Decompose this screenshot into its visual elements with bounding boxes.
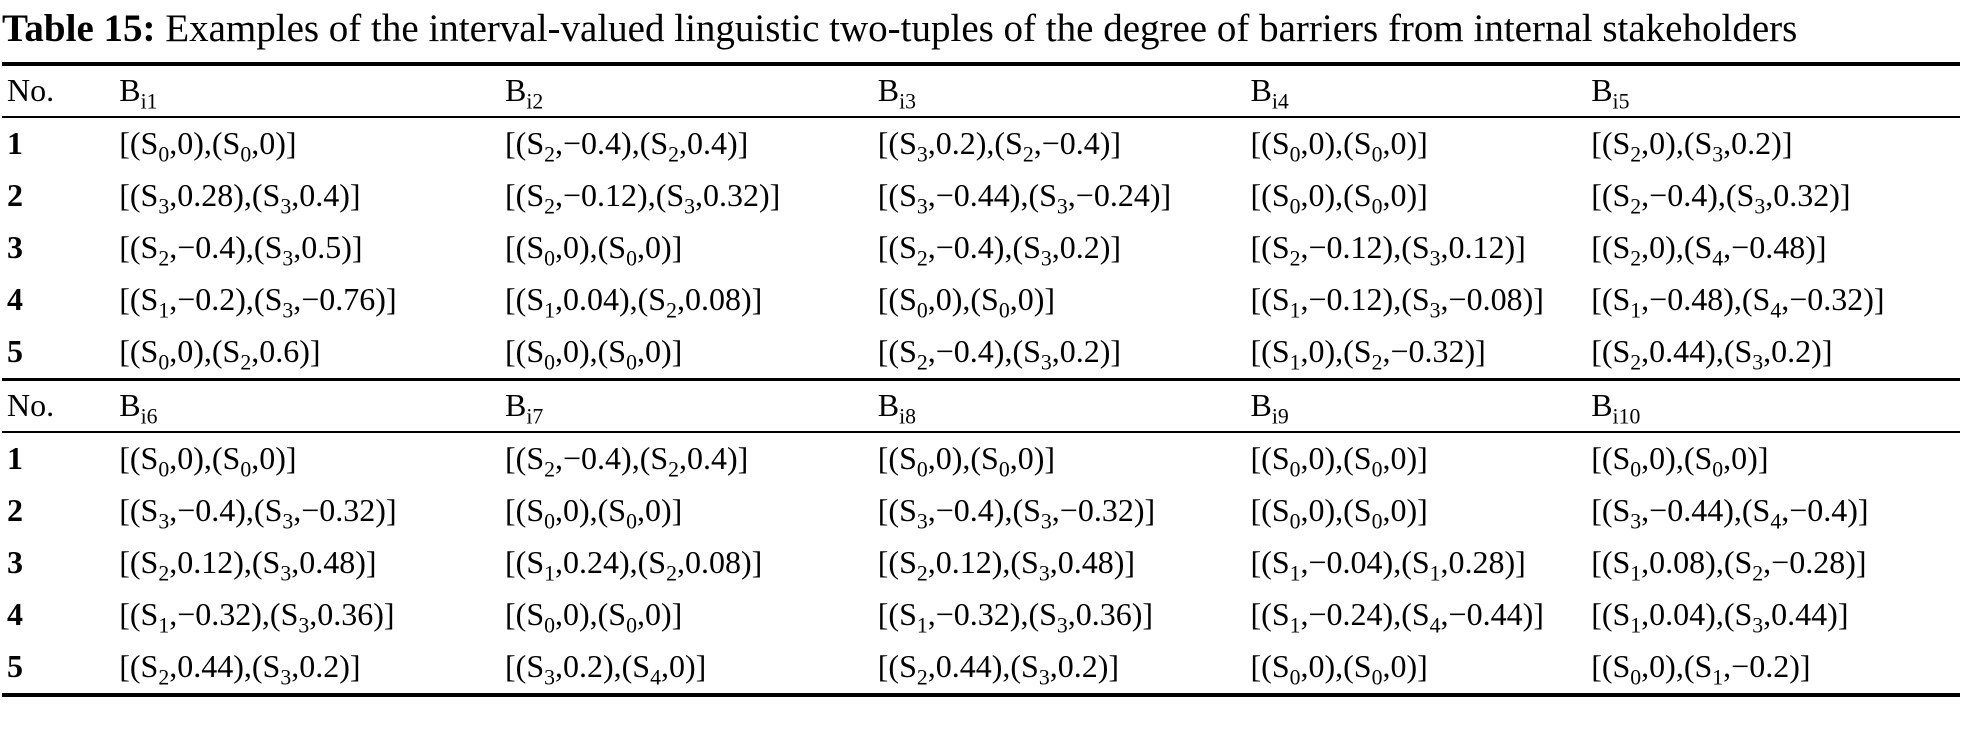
interval-two-tuple-cell: [(S0,0),(S0,0)]	[505, 229, 683, 271]
interval-two-tuple-cell: [(S2,0.12),(S3,0.48)]	[877, 544, 1136, 586]
interval-two-tuple-cell: [(S2,−0.12),(S3,0.12)]	[1250, 229, 1526, 271]
interval-two-tuple-cell: [(S2,−0.4),(S2,0.4)]	[505, 440, 749, 482]
header-row: No. Bi1 Bi2 Bi3 Bi4 Bi5	[2, 63, 1960, 118]
interval-two-tuple-cell: [(S0,0),(S0,0)]	[1591, 440, 1769, 482]
interval-two-tuple-cell: [(S2,0.44),(S3,0.2)]	[119, 648, 361, 690]
table-container: No. Bi1 Bi2 Bi3 Bi4 Bi5 1 [(S0,0),(S0,0)] [(S2,−…	[0, 61, 1962, 697]
table-number: Table 15:	[2, 7, 156, 50]
interval-two-tuple-cell: [(S3,0.28),(S3,0.4)]	[119, 177, 361, 219]
interval-two-tuple-cell: [(S3,0.2),(S2,−0.4)]	[877, 125, 1122, 167]
interval-two-tuple-cell: [(S2,0.12),(S3,0.48)]	[119, 544, 377, 586]
col-header: Bi1	[114, 63, 500, 118]
interval-two-tuple-cell: [(S2,−0.4),(S3,0.32)]	[1591, 177, 1851, 219]
interval-two-tuple-cell: [(S0,0),(S1,−0.2)]	[1591, 648, 1811, 690]
interval-two-tuple-cell: [(S1,0),(S2,−0.32)]	[1250, 333, 1486, 375]
row-number: 2	[7, 177, 23, 214]
interval-two-tuple-cell: [(S1,−0.32),(S3,0.36)]	[119, 596, 395, 638]
interval-two-tuple-cell: [(S2,−0.12),(S3,0.32)]	[505, 177, 781, 219]
interval-two-tuple-cell: [(S2,0),(S4,−0.48)]	[1591, 229, 1827, 271]
col-header: Bi8	[872, 379, 1246, 433]
interval-two-tuple-cell: [(S2,0.44),(S3,0.2)]	[877, 648, 1120, 690]
col-header: Bi3	[872, 63, 1246, 118]
col-header: Bi5	[1586, 63, 1960, 118]
interval-two-tuple-cell: [(S2,0),(S3,0.2)]	[1591, 125, 1793, 167]
interval-two-tuple-cell: [(S1,0.08),(S2,−0.28)]	[1591, 544, 1867, 586]
interval-two-tuple-cell: [(S1,−0.24),(S4,−0.44)]	[1250, 596, 1544, 638]
interval-two-tuple-cell: [(S2,−0.4),(S3,0.2)]	[877, 333, 1122, 375]
interval-two-tuple-cell: [(S0,0),(S0,0)]	[505, 596, 683, 638]
row-number: 3	[7, 229, 23, 266]
data-table-section-2: No. Bi6 Bi7 Bi8 Bi9 Bi10 1 [(S0,0),(S0,0)] [(S2,…	[2, 377, 1960, 697]
interval-two-tuple-cell: [(S1,−0.04),(S1,0.28)]	[1250, 544, 1526, 586]
row-number: 3	[7, 544, 23, 581]
interval-two-tuple-cell: [(S0,0),(S0,0)]	[505, 333, 683, 375]
table-row: 1 [(S0,0),(S0,0)] [(S2,−0.4),(S2,0.4)] [(S0…	[2, 432, 1960, 485]
caption-text: Examples of the interval-valued linguist…	[155, 7, 1798, 50]
col-header-no: No.	[2, 63, 115, 118]
interval-two-tuple-cell: [(S1,−0.48),(S4,−0.32)]	[1591, 281, 1885, 323]
interval-two-tuple-cell: [(S0,0),(S0,0)]	[1250, 492, 1428, 534]
interval-two-tuple-cell: [(S3,−0.44),(S3,−0.24)]	[877, 177, 1172, 219]
interval-two-tuple-cell: [(S1,−0.32),(S3,0.36)]	[877, 596, 1154, 638]
interval-two-tuple-cell: [(S3,−0.44),(S4,−0.4)]	[1591, 492, 1869, 534]
table-row: 4 [(S1,−0.2),(S3,−0.76)] [(S1,0.04),(S2,0.…	[2, 274, 1960, 326]
col-header-no: No.	[2, 379, 115, 433]
interval-two-tuple-cell: [(S0,0),(S2,0.6)]	[119, 333, 321, 375]
table-row: 3 [(S2,0.12),(S3,0.48)] [(S1,0.24),(S2,0.0…	[2, 537, 1960, 589]
row-number: 5	[7, 648, 23, 685]
interval-two-tuple-cell: [(S2,−0.4),(S3,0.2)]	[877, 229, 1122, 271]
table-row: 2 [(S3,0.28),(S3,0.4)] [(S2,−0.12),(S3,0.3…	[2, 170, 1960, 222]
interval-two-tuple-cell: [(S3,−0.4),(S3,−0.32)]	[119, 492, 397, 534]
col-header: Bi2	[500, 63, 873, 118]
col-header: Bi7	[500, 379, 873, 433]
row-number: 5	[7, 333, 23, 370]
row-number: 1	[7, 440, 23, 477]
interval-two-tuple-cell: [(S2,−0.4),(S2,0.4)]	[505, 125, 749, 167]
interval-two-tuple-cell: [(S0,0),(S0,0)]	[1250, 177, 1428, 219]
table-row: 1 [(S0,0),(S0,0)] [(S2,−0.4),(S2,0.4)] [(S3…	[2, 117, 1960, 170]
interval-two-tuple-cell: [(S1,−0.12),(S3,−0.08)]	[1250, 281, 1544, 323]
interval-two-tuple-cell: [(S0,0),(S0,0)]	[119, 125, 297, 167]
interval-two-tuple-cell: [(S2,0.44),(S3,0.2)]	[1591, 333, 1833, 375]
interval-two-tuple-cell: [(S0,0),(S0,0)]	[877, 281, 1056, 323]
interval-two-tuple-cell: [(S0,0),(S0,0)]	[505, 492, 683, 534]
interval-two-tuple-cell: [(S0,0),(S0,0)]	[119, 440, 297, 482]
interval-two-tuple-cell: [(S0,0),(S0,0)]	[1250, 125, 1428, 167]
row-number: 4	[7, 596, 23, 633]
interval-two-tuple-cell: [(S1,−0.2),(S3,−0.76)]	[119, 281, 397, 323]
interval-two-tuple-cell: [(S2,−0.4),(S3,0.5)]	[119, 229, 363, 271]
row-number: 1	[7, 125, 23, 162]
data-table-section-1: No. Bi1 Bi2 Bi3 Bi4 Bi5 1 [(S0,0),(S0,0)] [(S2,−…	[2, 61, 1960, 378]
table-caption: Table 15: Examples of the interval-value…	[0, 0, 1962, 54]
interval-two-tuple-cell: [(S0,0),(S0,0)]	[1250, 648, 1428, 690]
interval-two-tuple-cell: [(S1,0.24),(S2,0.08)]	[505, 544, 763, 586]
interval-two-tuple-cell: [(S1,0.04),(S3,0.44)]	[1591, 596, 1849, 638]
interval-two-tuple-cell: [(S0,0),(S0,0)]	[877, 440, 1056, 482]
col-header: Bi6	[114, 379, 500, 433]
interval-two-tuple-cell: [(S3,−0.4),(S3,−0.32)]	[877, 492, 1156, 534]
table-row: 2 [(S3,−0.4),(S3,−0.32)] [(S0,0),(S0,0)] [(…	[2, 485, 1960, 537]
interval-two-tuple-cell: [(S0,0),(S0,0)]	[1250, 440, 1428, 482]
table-row: 5 [(S2,0.44),(S3,0.2)] [(S3,0.2),(S4,0)] [(…	[2, 641, 1960, 695]
table-row: 4 [(S1,−0.32),(S3,0.36)] [(S0,0),(S0,0)] [(…	[2, 589, 1960, 641]
row-number: 4	[7, 281, 23, 318]
row-number: 2	[7, 492, 23, 529]
col-header: Bi10	[1586, 379, 1960, 433]
header-row: No. Bi6 Bi7 Bi8 Bi9 Bi10	[2, 379, 1960, 433]
table-row: 3 [(S2,−0.4),(S3,0.5)] [(S0,0),(S0,0)] [(S2…	[2, 222, 1960, 274]
interval-two-tuple-cell: [(S3,0.2),(S4,0)]	[505, 648, 707, 690]
col-header: Bi9	[1245, 379, 1587, 433]
interval-two-tuple-cell: [(S1,0.04),(S2,0.08)]	[505, 281, 763, 323]
table-row: 5 [(S0,0),(S2,0.6)] [(S0,0),(S0,0)] [(S2,−0…	[2, 326, 1960, 378]
col-header: Bi4	[1245, 63, 1587, 118]
